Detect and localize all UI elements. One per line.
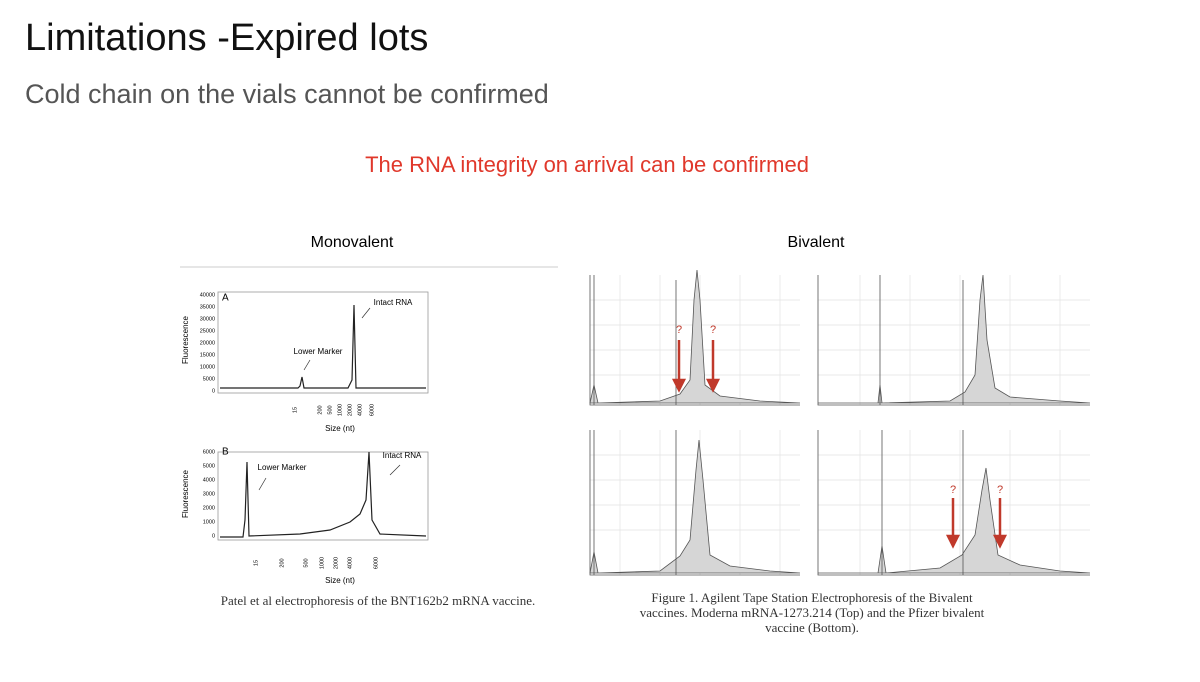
- monovalent-heading: Monovalent: [311, 234, 394, 251]
- x-tick-label: 15: [292, 407, 298, 413]
- caption: vaccines. Moderna mRNA-1273.214 (Top) an…: [640, 605, 985, 620]
- trace: [220, 304, 426, 389]
- y-tick-label: 5000: [203, 463, 215, 469]
- y-tick-label: 40000: [200, 292, 215, 298]
- y-tick-label: 2000: [203, 505, 215, 511]
- pointer: [361, 307, 371, 319]
- y-tick-label: 10000: [200, 364, 215, 370]
- panel-label: B: [222, 447, 229, 458]
- highlight: The RNA integrity on arrival can be conf…: [365, 152, 809, 177]
- x-axis-title: Size (nt): [325, 424, 355, 433]
- x-tick-label: 1000: [319, 557, 325, 569]
- y-tick-label: 35000: [200, 304, 215, 310]
- grid: [590, 275, 1090, 575]
- y-tick-label: 5000: [203, 376, 215, 382]
- x-tick-label: 500: [303, 558, 309, 567]
- trace: [220, 451, 427, 538]
- question-mark: ?: [676, 324, 682, 336]
- x-tick-label: 1000: [337, 404, 343, 416]
- y-tick-label: 1000: [203, 519, 215, 525]
- annotation: Lower Marker: [294, 347, 343, 356]
- x-axis-title: Size (nt): [325, 576, 355, 585]
- pointer: [258, 477, 267, 491]
- y-tick-label: 3000: [203, 491, 215, 497]
- title: Limitations -Expired lots: [25, 17, 428, 59]
- question-mark: ?: [710, 324, 716, 336]
- pointer: [303, 359, 311, 371]
- y-axis-title: Fluorescence: [181, 469, 190, 518]
- question-mark: ?: [997, 484, 1003, 496]
- annotation: Lower Marker: [258, 463, 307, 472]
- pointer: [389, 464, 401, 476]
- x-tick-label: 15: [253, 560, 259, 566]
- traces: [589, 269, 1091, 574]
- x-tick-label: 200: [279, 558, 285, 567]
- y-tick-label: 0: [212, 533, 215, 539]
- caption: vaccine (Bottom).: [765, 620, 859, 635]
- x-tick-label: 2000: [347, 404, 353, 416]
- y-tick-label: 25000: [200, 328, 215, 334]
- x-tick-label: 200: [317, 405, 323, 414]
- y-axis-title: Fluorescence: [181, 315, 190, 364]
- plot-frame: [217, 451, 429, 541]
- bivalent-heading: Bivalent: [788, 234, 845, 251]
- y-tick-label: 15000: [200, 352, 215, 358]
- annotation: Intact RNA: [374, 298, 413, 307]
- caption: Patel et al electrophoresis of the BNT16…: [221, 593, 535, 608]
- plot-frame: [217, 291, 429, 394]
- frames: [589, 275, 1090, 576]
- question-mark: ?: [950, 484, 956, 496]
- x-tick-label: 4000: [357, 404, 363, 416]
- y-tick-label: 4000: [203, 477, 215, 483]
- y-tick-label: 0: [212, 388, 215, 394]
- subtitle: Cold chain on the vials cannot be confir…: [25, 79, 549, 109]
- panel-label: A: [222, 293, 229, 304]
- x-tick-label: 4000: [347, 557, 353, 569]
- x-tick-label: 6000: [373, 557, 379, 569]
- y-tick-label: 20000: [200, 340, 215, 346]
- y-tick-label: 30000: [200, 316, 215, 322]
- x-tick-label: 6000: [369, 404, 375, 416]
- y-tick-label: 6000: [203, 449, 215, 455]
- arrows: [671, 340, 1008, 549]
- x-tick-label: 500: [327, 405, 333, 414]
- x-tick-label: 2000: [333, 557, 339, 569]
- annotation: Intact RNA: [383, 451, 422, 460]
- caption: Figure 1. Agilent Tape Station Electroph…: [651, 590, 973, 605]
